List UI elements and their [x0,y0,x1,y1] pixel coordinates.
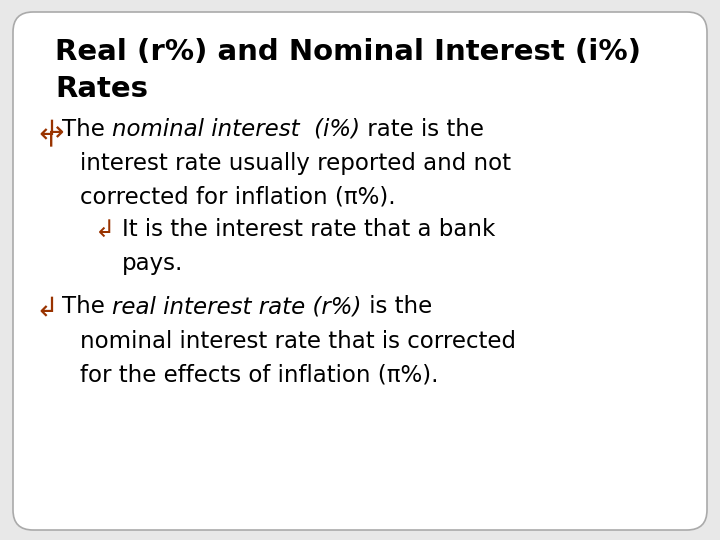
Text: ↲: ↲ [35,295,58,321]
Text: nominal interest rate that is corrected: nominal interest rate that is corrected [80,330,516,353]
Text: The: The [62,118,112,141]
Text: It is the interest rate that a bank: It is the interest rate that a bank [122,218,495,241]
Text: rate is the: rate is the [360,118,484,141]
Text: pays.: pays. [122,252,184,275]
Text: is the: is the [361,295,432,318]
Text: corrected for inflation (π%).: corrected for inflation (π%). [80,186,395,209]
Text: interest rate usually reported and not: interest rate usually reported and not [80,152,511,175]
Text: real interest rate (r%): real interest rate (r%) [112,295,361,318]
Text: Rates: Rates [55,75,148,103]
Text: nominal interest  (i%): nominal interest (i%) [112,118,360,141]
Text: for the effects of inflation (π%).: for the effects of inflation (π%). [80,364,438,387]
FancyBboxPatch shape [13,12,707,530]
Text: ↲: ↲ [35,118,58,144]
Text: ↲: ↲ [35,118,59,146]
Text: The: The [62,295,112,318]
Text: Real (r%) and Nominal Interest (i%): Real (r%) and Nominal Interest (i%) [55,38,641,66]
Text: ↲: ↲ [95,218,115,242]
